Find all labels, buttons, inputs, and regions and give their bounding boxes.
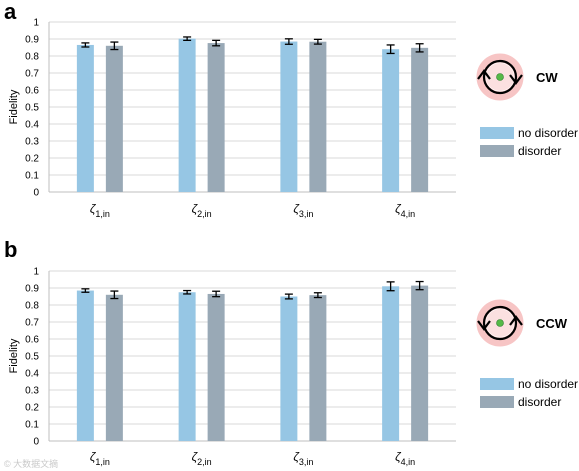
emitter-dot [496,73,504,81]
y-tick-label: 0.2 [25,403,39,414]
y-tick-label: 1 [33,18,39,29]
y-tick-label: 0.9 [25,35,39,46]
error-bar [110,41,119,51]
arrow-head-icon [509,315,523,326]
y-tick-label: 0.4 [25,120,39,131]
bar-disorder-3 [309,295,327,441]
y-axis-label: Fidelity [8,338,20,373]
error-bar [313,292,322,299]
bar-no-disorder-3 [280,41,298,192]
bar-no-disorder-4 [382,49,400,193]
bar-no-disorder-2 [178,292,196,441]
y-tick-label: 0.6 [25,86,39,97]
bar-no-disorder-4 [382,286,400,441]
ring [482,305,518,341]
direction-label: CW [536,70,558,85]
legend-swatch [480,145,514,157]
watermark: © 大数据文摘 [4,458,58,469]
bar-disorder-2 [207,43,225,192]
chart-panel-a: a 0 0.1 0.2 0.3 0.4 0.5 0.6 0.7 0.8 0.9 1 Fidelity ζ1… [4,0,578,219]
bar-no-disorder-3 [280,296,298,441]
error-bar [183,289,192,295]
error-bar [212,39,221,47]
error-bar [284,293,293,300]
y-tick-label: 0.8 [25,301,39,312]
y-tick-label: 1 [33,267,39,278]
legend-label: disorder [518,395,561,409]
y-tick-label: 0.8 [25,52,39,63]
y-tick-label: 0 [33,437,39,448]
legend-label: no disorder [518,126,578,140]
y-tick-label: 0.9 [25,284,39,295]
ring [482,59,518,95]
panel-letter: a [4,0,17,24]
bar-disorder-4 [411,47,429,193]
bar-disorder-4 [411,285,429,441]
error-bar [183,36,192,42]
arrow-head-icon [509,74,523,85]
error-bar [81,288,90,293]
error-bar [313,38,322,45]
y-tick-label: 0.3 [25,137,39,148]
y-axis-label: Fidelity [8,89,20,124]
panel-letter: b [4,237,17,262]
y-tick-label: 0.1 [25,171,39,182]
x-tick-label-4: ζ4,in [395,202,415,219]
y-tick-label: 0.2 [25,154,39,165]
bar-disorder-1 [105,45,123,192]
x-tick-label-1: ζ1,in [90,450,110,467]
y-tick-label: 0.7 [25,318,39,329]
legend-swatch [480,378,514,390]
bar-no-disorder-1 [76,44,94,193]
ring-glow [476,299,524,347]
legend-swatch [480,396,514,408]
y-tick-label: 0 [33,188,39,199]
error-bar [415,280,424,291]
error-bar [284,38,293,45]
arrow-head-icon [477,69,491,80]
emitter-dot [496,319,504,327]
x-tick-label-1: ζ1,in [90,202,110,219]
direction-label: CCW [536,316,568,331]
bar-disorder-1 [105,294,123,441]
legend-swatch [480,127,514,139]
error-bar [212,290,221,298]
arrow-head-icon [477,320,491,331]
y-tick-label: 0.7 [25,69,39,80]
counterclockwise-ring-icon [476,299,524,347]
y-tick-label: 0.1 [25,420,39,431]
ring-glow [476,53,524,101]
x-tick-label-4: ζ4,in [395,450,415,467]
error-bar [110,290,119,300]
error-bar [386,281,395,292]
legend-label: disorder [518,144,561,158]
bar-no-disorder-1 [76,290,94,441]
error-bar [415,43,424,53]
bar-no-disorder-2 [178,38,196,192]
bar-disorder-2 [207,293,225,441]
x-tick-label-3: ζ3,in [293,450,313,467]
bar-disorder-3 [309,41,327,192]
y-tick-label: 0.3 [25,386,39,397]
x-tick-label-3: ζ3,in [293,202,313,219]
error-bar [81,42,90,48]
x-tick-label-2: ζ2,in [192,450,212,467]
chart-panel-b: b 0 0.1 0.2 0.3 0.4 0.5 0.6 0.7 0.8 0.9 1 Fidelity ζ1… [4,237,578,467]
y-tick-label: 0.5 [25,352,39,363]
y-tick-label: 0.5 [25,103,39,114]
legend-label: no disorder [518,377,578,391]
error-bar [386,44,395,55]
clockwise-ring-icon [476,53,524,101]
y-tick-label: 0.6 [25,335,39,346]
y-tick-label: 0.4 [25,369,39,380]
x-tick-label-2: ζ2,in [192,202,212,219]
